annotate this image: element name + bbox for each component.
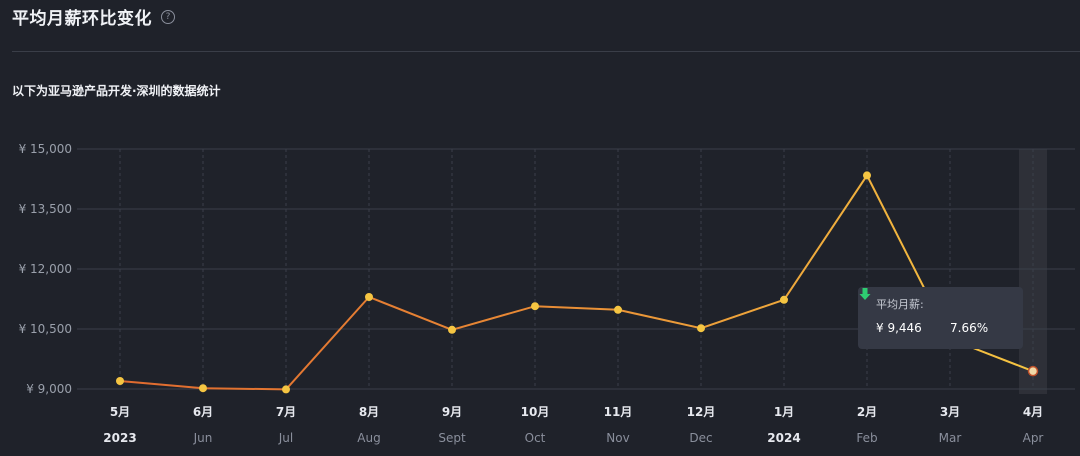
data-point[interactable]	[863, 171, 871, 180]
x-tick-month: 8月	[359, 405, 379, 419]
chart-subtitle: 以下为亚马逊产品开发·深圳的数据统计	[12, 84, 221, 98]
x-tick-month: 6月	[193, 405, 213, 419]
x-tick-year: 2023	[103, 431, 136, 445]
x-tick-secondary: Jun	[193, 431, 213, 445]
x-tick-secondary: Aug	[357, 431, 380, 445]
data-point[interactable]	[365, 293, 373, 301]
x-tick-secondary: Apr	[1023, 431, 1044, 445]
data-point[interactable]	[614, 305, 622, 314]
help-icon[interactable]: ?	[161, 9, 175, 24]
header-divider	[12, 51, 1080, 52]
x-tick-secondary: Oct	[525, 431, 546, 445]
y-tick-label: ¥ 15,000	[19, 142, 72, 156]
chart-title: 平均月薪环比变化	[12, 9, 152, 29]
x-tick-month: 1月	[774, 405, 794, 419]
tooltip-label: 平均月薪:	[876, 298, 924, 311]
y-tick-label: ¥ 12,000	[19, 262, 72, 276]
x-tick-secondary: Dec	[689, 431, 712, 445]
x-tick-month: 11月	[604, 405, 633, 419]
tooltip-change: 7.66%	[950, 321, 989, 335]
x-tick-year: 2024	[767, 431, 800, 445]
data-point[interactable]	[448, 325, 456, 334]
x-tick-month: 12月	[687, 405, 716, 419]
x-tick-month: 5月	[110, 405, 130, 419]
x-tick-month: 2月	[857, 405, 877, 419]
y-tick-label: ¥ 10,500	[19, 322, 72, 336]
x-tick-secondary: Mar	[939, 431, 962, 445]
data-point[interactable]	[282, 385, 290, 394]
y-tick-label: ¥ 9,000	[26, 382, 72, 396]
x-tick-month: 3月	[940, 405, 960, 419]
tooltip-value: ¥ 9,446	[876, 321, 922, 335]
series-line	[119, 173, 1034, 391]
x-tick-secondary: Feb	[856, 431, 877, 445]
arrow-down-icon	[859, 288, 871, 300]
data-point[interactable]	[116, 377, 124, 385]
y-tick-label: ¥ 13,500	[19, 202, 72, 216]
tooltip: 平均月薪: ¥ 9,446 7.66%	[858, 287, 1023, 349]
x-tick-secondary: Sept	[438, 431, 466, 445]
x-tick-secondary: Jul	[278, 431, 293, 445]
data-point[interactable]	[199, 384, 207, 393]
data-point[interactable]	[1027, 365, 1039, 377]
data-point[interactable]	[531, 302, 539, 311]
tooltip-row: ¥ 9,446 7.66%	[859, 288, 1023, 335]
x-tick-secondary: Nov	[606, 431, 629, 445]
data-point[interactable]	[697, 324, 705, 333]
x-tick-month: 7月	[276, 405, 296, 419]
x-tick-month: 10月	[521, 405, 550, 419]
x-tick-month: 9月	[442, 405, 462, 419]
data-point[interactable]	[780, 295, 788, 304]
chart-header: 平均月薪环比变化 ?	[12, 4, 175, 29]
x-tick-month: 4月	[1023, 405, 1043, 419]
